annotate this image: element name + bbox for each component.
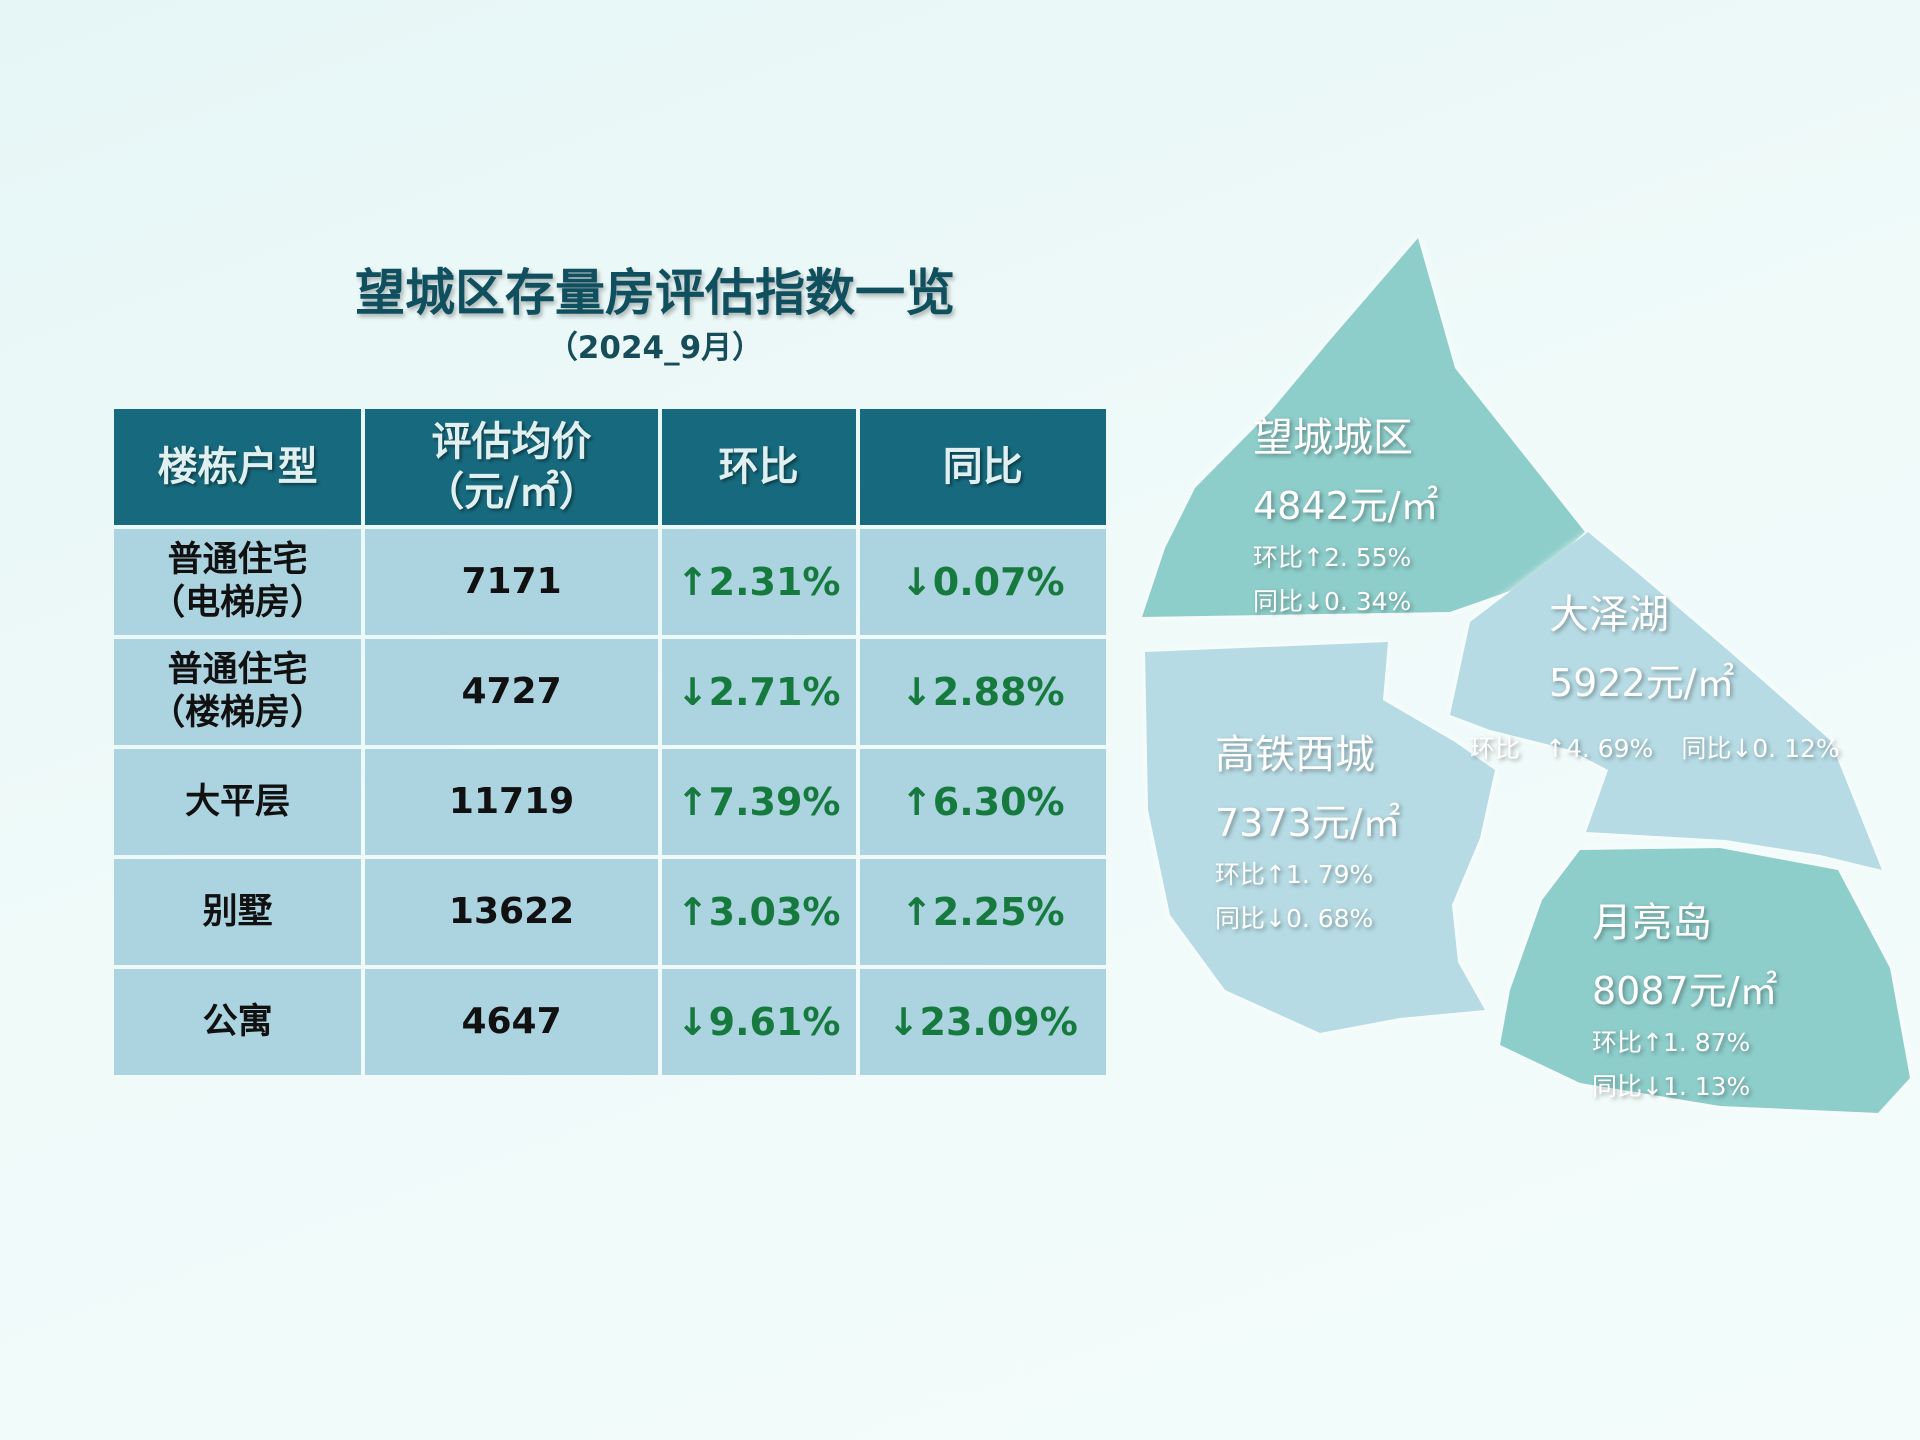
page-subtitle: （2024_9月）: [546, 330, 764, 366]
region-mom: 环比↑2. 55%: [1253, 543, 1412, 572]
cell-price: 7171: [365, 529, 658, 635]
arrow-down-icon: ↓: [676, 669, 709, 714]
header-cell-mom: 环比: [661, 409, 856, 525]
index-table: 楼栋户型 评估均价 （元/㎡） 环比 同比 普通住宅 （电梯房） 7171 ↑2.31%…: [110, 405, 1110, 1079]
region-yoy: 同比↓0. 68%: [1215, 904, 1374, 933]
arrow-down-icon: ↓: [887, 999, 920, 1044]
region-wangcheng-shape: [1142, 238, 1585, 617]
cell-type: 大平层: [114, 749, 362, 855]
region-price: 7373元/㎡: [1215, 801, 1401, 845]
table-row: 别墅 13622 ↑3.03% ↑2.25%: [114, 859, 1106, 965]
cell-mom: ↑2.31%: [661, 529, 856, 635]
cell-mom: ↓9.61%: [661, 969, 856, 1075]
table-row: 普通住宅 （楼梯房） 4727 ↓2.71% ↓2.88%: [114, 639, 1106, 745]
arrow-up-icon: ↑: [676, 559, 709, 604]
cell-yoy: ↓0.07%: [859, 529, 1106, 635]
table-header-row: 楼栋户型 评估均价 （元/㎡） 环比 同比: [114, 409, 1106, 525]
region-name: 高铁西城: [1215, 732, 1375, 778]
cell-yoy: ↑6.30%: [859, 749, 1106, 855]
arrow-up-icon: ↑: [676, 779, 709, 824]
region-yoy: 同比↓0. 12%: [1681, 734, 1840, 763]
region-mom: 环比 ↑4. 69%: [1470, 734, 1654, 763]
cell-type: 别墅: [114, 859, 362, 965]
region-price: 4842元/㎡: [1253, 484, 1439, 528]
region-name: 月亮岛: [1592, 900, 1712, 946]
header-cell-price: 评估均价 （元/㎡）: [365, 409, 658, 525]
region-yueliangdao-shape: [1500, 848, 1910, 1113]
region-gaotie-shape: [1145, 642, 1495, 1033]
arrow-up-icon: ↑: [676, 889, 709, 934]
arrow-up-icon: ↑: [900, 779, 933, 824]
cell-yoy: ↓23.09%: [859, 969, 1106, 1075]
cell-price: 4727: [365, 639, 658, 745]
header-cell-type: 楼栋户型: [114, 409, 362, 525]
cell-price: 4647: [365, 969, 658, 1075]
region-name: 望城城区: [1253, 415, 1413, 461]
region-label-wangcheng: 望城城区 4842元/㎡ 环比↑2. 55% 同比↓0. 34%: [1253, 405, 1439, 618]
table-row: 公寓 4647 ↓9.61% ↓23.09%: [114, 969, 1106, 1075]
region-dazehu-shape: [1450, 532, 1882, 870]
region-label-gaotie: 高铁西城 7373元/㎡ 环比↑1. 79% 同比↓0. 68%: [1215, 722, 1401, 935]
region-label-yueliangdao: 月亮岛 8087元/㎡ 环比↑1. 87% 同比↓1. 13%: [1592, 890, 1778, 1103]
cell-yoy: ↑2.25%: [859, 859, 1106, 965]
cell-type: 普通住宅 （楼梯房）: [114, 639, 362, 745]
region-price: 8087元/㎡: [1592, 969, 1778, 1013]
page-title: 望城区存量房评估指数一览: [355, 264, 955, 322]
cell-type: 公寓: [114, 969, 362, 1075]
cell-mom: ↑7.39%: [661, 749, 856, 855]
cell-mom: ↑3.03%: [661, 859, 856, 965]
region-name: 大泽湖: [1549, 592, 1669, 638]
region-price: 5922元/㎡: [1549, 661, 1735, 705]
region-label-dazehu: 大泽湖 5922元/㎡ 环比 ↑4. 69% 同比↓0. 12%: [1470, 582, 1868, 765]
cell-price: 11719: [365, 749, 658, 855]
arrow-up-icon: ↑: [900, 889, 933, 934]
arrow-down-icon: ↓: [676, 999, 709, 1044]
cell-mom: ↓2.71%: [661, 639, 856, 745]
region-mom: 环比↑1. 79%: [1215, 860, 1374, 889]
cell-type: 普通住宅 （电梯房）: [114, 529, 362, 635]
region-yoy: 同比↓0. 34%: [1253, 587, 1412, 616]
table-row: 普通住宅 （电梯房） 7171 ↑2.31% ↓0.07%: [114, 529, 1106, 635]
cell-yoy: ↓2.88%: [859, 639, 1106, 745]
region-yoy: 同比↓1. 13%: [1592, 1072, 1751, 1101]
arrow-down-icon: ↓: [900, 669, 933, 714]
arrow-down-icon: ↓: [900, 559, 933, 604]
region-mom: 环比↑1. 87%: [1592, 1028, 1751, 1057]
table-row: 大平层 11719 ↑7.39% ↑6.30%: [114, 749, 1106, 855]
header-cell-yoy: 同比: [859, 409, 1106, 525]
cell-price: 13622: [365, 859, 658, 965]
